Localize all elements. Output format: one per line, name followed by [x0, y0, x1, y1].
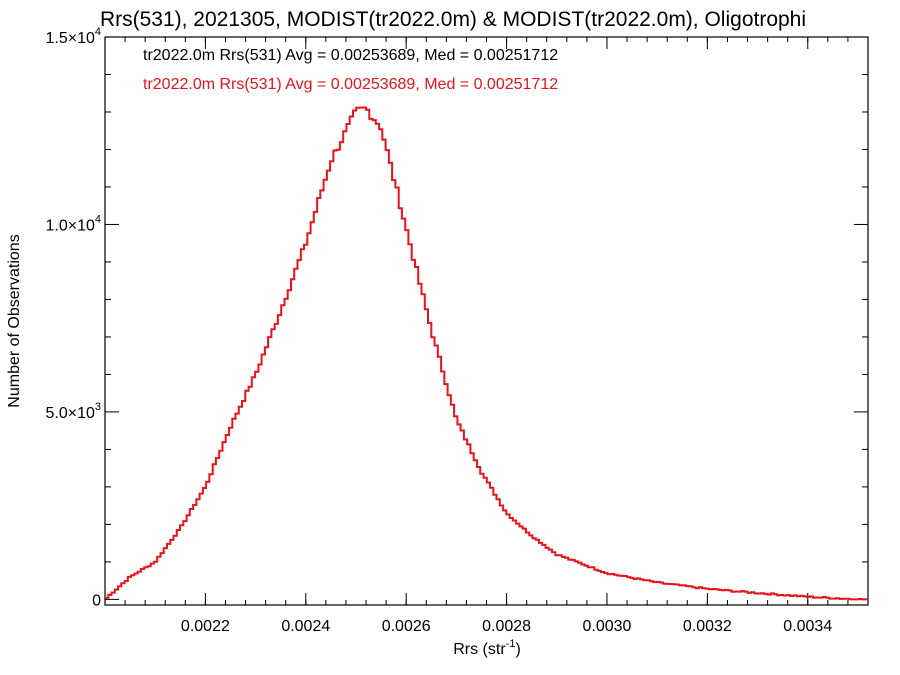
x-tick-label: 0.0026	[382, 618, 431, 635]
series-line-red	[105, 106, 868, 601]
y-tick-label-exponent: 4	[95, 213, 101, 225]
x-axis-label: Rrs (str-1)	[453, 638, 521, 658]
x-tick-label: 0.0028	[482, 618, 531, 635]
y-tick-label: 5.0×103	[45, 401, 101, 422]
x-tick-label: 0.0022	[181, 618, 230, 635]
y-tick-label-exponent: 3	[95, 401, 101, 413]
y-tick-label-base: 5.0×10	[45, 405, 94, 422]
y-tick-label-base: 0	[92, 592, 101, 609]
x-tick-label: 0.0030	[583, 618, 632, 635]
x-axis: 0.0022 0.0024 0.0026 0.0028 0.0030 0.0032 0.00…	[124, 37, 849, 635]
y-tick-label: 1.0×104	[45, 213, 101, 234]
y-tick-label-base: 1.0×10	[45, 217, 94, 234]
y-axis-label: Number of Observations	[6, 234, 23, 407]
chart-title: Rrs(531), 2021305, MODIST(tr2022.0m) & M…	[100, 8, 806, 31]
plot-frame	[104, 36, 869, 606]
y-tick-label-exponent: 4	[95, 26, 101, 38]
legend-entry-black: tr2022.0m Rrs(531) Avg = 0.00253689, Med…	[143, 47, 558, 64]
y-tick-label: 1.5×104	[45, 26, 101, 47]
x-tick-label: 0.0032	[683, 618, 732, 635]
y-tick-label-base: 1.5×10	[45, 30, 94, 47]
x-tick-label: 0.0024	[281, 618, 330, 635]
y-tick-label: 0	[92, 592, 101, 609]
legend-entry-red: tr2022.0m Rrs(531) Avg = 0.00253689, Med…	[143, 76, 558, 93]
x-tick-label: 0.0034	[783, 618, 832, 635]
